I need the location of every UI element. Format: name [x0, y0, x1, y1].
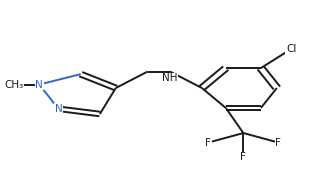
Text: N: N: [54, 104, 62, 114]
Text: F: F: [205, 138, 211, 147]
Text: Cl: Cl: [286, 44, 296, 54]
Text: N: N: [35, 80, 43, 90]
Text: NH: NH: [162, 73, 178, 83]
Text: F: F: [240, 152, 246, 162]
Text: F: F: [275, 138, 281, 147]
Text: CH₃: CH₃: [4, 80, 23, 90]
